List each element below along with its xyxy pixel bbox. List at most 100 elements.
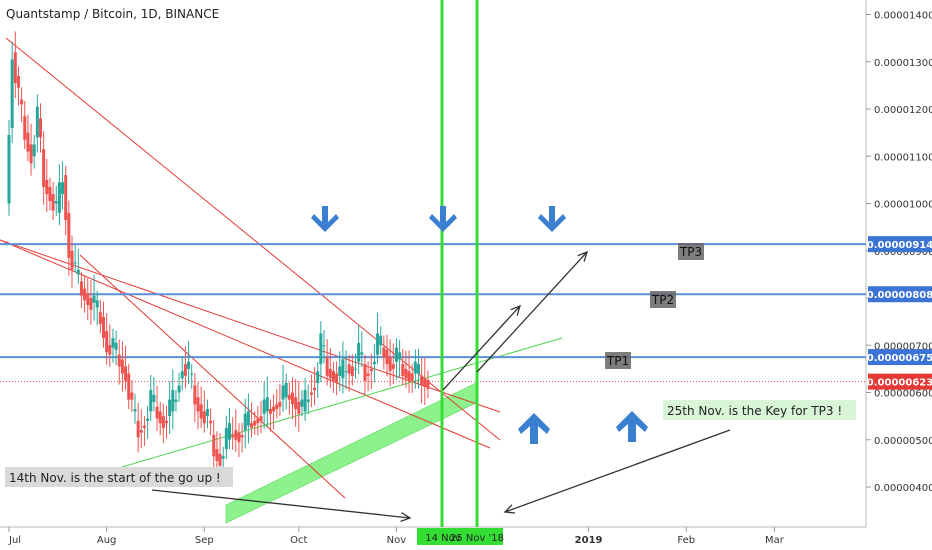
candle-body xyxy=(23,116,27,140)
candle-body xyxy=(51,194,55,211)
down-arrow-icon xyxy=(429,206,457,232)
candle-body xyxy=(86,293,90,306)
candle-body xyxy=(253,420,257,426)
candle-body xyxy=(303,390,307,412)
candle-body xyxy=(61,182,65,195)
candle-body xyxy=(183,364,187,376)
candle-body xyxy=(224,427,228,450)
candle-body xyxy=(268,409,272,414)
price-badge-label-tp3: 0.00000914 xyxy=(867,240,932,251)
candle-body xyxy=(417,364,420,374)
candle-body xyxy=(228,423,231,440)
candle-body xyxy=(196,397,200,412)
date-badge-label-25nov: 25 Nov '18 xyxy=(450,533,504,544)
candle-body xyxy=(401,364,405,376)
current-price-badge xyxy=(868,373,932,390)
x-tick-label: Oct xyxy=(290,535,307,546)
candle-body xyxy=(369,368,373,372)
candle-body xyxy=(39,118,42,138)
y-tick-label: 0.00001000 xyxy=(874,200,932,211)
tp-label-bg xyxy=(605,352,631,369)
candle-body xyxy=(174,399,178,402)
y-tick-label: 0.00001200 xyxy=(874,105,932,116)
candle-body xyxy=(347,364,351,374)
candle-body xyxy=(262,399,266,414)
candle-body xyxy=(20,99,24,105)
candle-body xyxy=(265,397,269,412)
candle-body xyxy=(237,432,241,443)
red-trendline xyxy=(79,254,346,499)
candle-body xyxy=(209,420,213,424)
candle-body xyxy=(7,134,11,204)
candle-body xyxy=(26,132,30,152)
candle-body xyxy=(385,349,389,365)
candle-body xyxy=(350,366,354,376)
candle-body xyxy=(190,373,194,375)
note-14nov-bg xyxy=(5,467,233,487)
candle-body xyxy=(281,385,285,400)
y-tick-label: 0.00001100 xyxy=(874,152,932,163)
candle-body xyxy=(372,361,376,365)
candle-body xyxy=(259,416,263,421)
candle-body xyxy=(413,361,417,374)
candle-body xyxy=(155,406,159,419)
projection-arrow-tp3-head xyxy=(577,250,589,262)
tp-label-tp2: TP2 xyxy=(651,293,674,307)
candle-body xyxy=(16,75,20,88)
candle-body xyxy=(423,378,427,388)
candle-body xyxy=(48,186,52,202)
candle-body xyxy=(231,435,235,438)
candle-body xyxy=(29,144,33,164)
candle-body xyxy=(165,420,168,424)
candle-body xyxy=(139,430,143,433)
x-tick-label: Sep xyxy=(195,535,214,546)
note-14nov-text: 14th Nov. is the start of the go up ! xyxy=(9,471,221,485)
candle-body xyxy=(234,430,238,440)
candle-body xyxy=(89,298,93,310)
candle-body xyxy=(319,333,323,365)
y-tick-label: 0.00000600 xyxy=(874,389,932,400)
tp-label-tp3: TP3 xyxy=(679,245,702,259)
candle-body xyxy=(291,392,294,405)
projection-arrow-tp3 xyxy=(476,251,588,373)
y-tick-label: 0.00000900 xyxy=(874,247,932,258)
candle-body xyxy=(398,352,402,360)
tp-label-bg xyxy=(678,243,704,260)
candle-body xyxy=(32,144,36,157)
candle-body xyxy=(158,411,162,424)
price-badge-tp3 xyxy=(868,236,932,253)
price-badge-tp1 xyxy=(868,349,932,366)
candle-body xyxy=(149,390,153,412)
tp-label-tp1: TP1 xyxy=(606,354,629,368)
up-arrow-icon xyxy=(518,413,550,444)
candle-body xyxy=(335,373,339,384)
candle-body xyxy=(111,338,115,348)
candle-body xyxy=(297,401,301,414)
candle-body xyxy=(341,359,345,379)
plot-background xyxy=(0,0,866,527)
candle-body xyxy=(105,331,109,353)
candle-body xyxy=(127,373,131,400)
candle-body xyxy=(382,347,386,358)
candle-body xyxy=(133,409,137,412)
red-trendline xyxy=(0,239,501,413)
down-arrow-icon xyxy=(311,206,339,232)
candle-body xyxy=(394,347,398,362)
note-25nov-bg xyxy=(663,400,856,420)
candle-body xyxy=(328,368,332,379)
candle-body xyxy=(379,335,383,346)
current-price-badge-label: 0.00000623 xyxy=(867,378,932,389)
candle-body xyxy=(146,418,150,421)
note-arrow-14nov-head xyxy=(400,512,412,522)
candle-body xyxy=(331,371,335,381)
date-badge-bg xyxy=(417,528,503,545)
candle-body xyxy=(92,295,96,303)
y-tick-label: 0.00001300 xyxy=(874,58,932,69)
candle-body xyxy=(108,345,112,355)
candle-body xyxy=(73,262,77,264)
note-arrow-14nov xyxy=(151,489,411,519)
candle-body xyxy=(136,420,140,438)
candle-body xyxy=(98,312,102,324)
candle-body xyxy=(426,379,430,389)
